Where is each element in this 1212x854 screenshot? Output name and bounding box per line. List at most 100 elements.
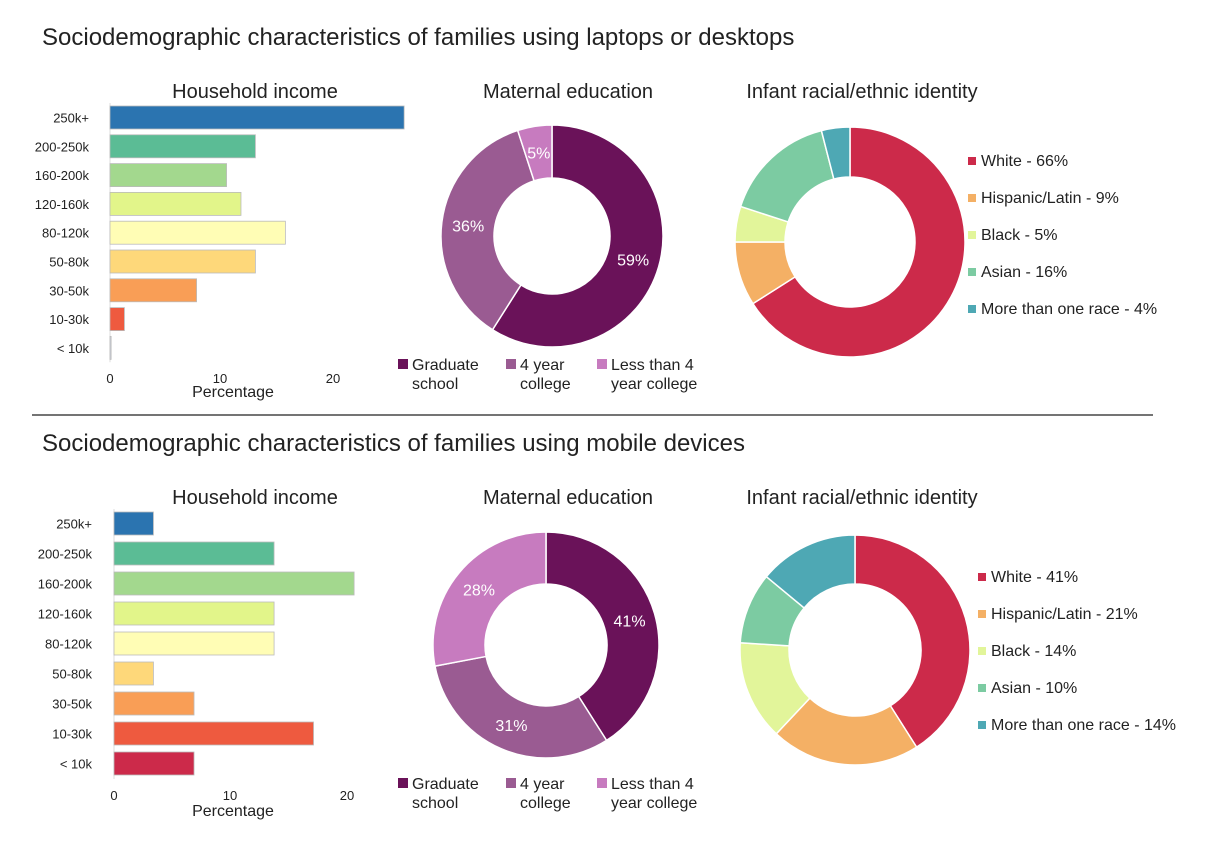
income-category-label: 50-80k [49,255,89,270]
income-bar-4 [109,220,286,245]
maternal-education-chart: Maternal education 59% 36% 5% Graduate school… [398,81,697,393]
ethnicity-legend-label: Asian - 16% [981,264,1067,281]
education-slice-label: 36% [452,218,484,235]
ethnicity-legend-swatch [978,573,986,581]
education-legend-line: college [520,376,571,393]
income-category-label: < 10k [57,341,90,356]
income-chart-title: Household income [172,487,338,509]
education-legend-label: 4 year college [520,357,571,393]
education-legend-swatch [597,778,607,788]
education-legend-line: school [412,376,458,393]
income-bar-4 [113,631,275,656]
income-bar-7 [109,307,125,332]
ethnicity-legend-swatch [968,157,976,165]
income-category-label: 120-160k [35,197,90,212]
education-legend-line: Less than 4 [611,776,694,793]
income-category-label: 250k+ [53,111,89,126]
education-slice-1 [434,655,608,759]
education-legend-label: Graduate school [412,776,479,812]
education-slice-2 [516,124,553,182]
income-category-label: 50-80k [52,667,92,682]
income-bar-3 [113,601,275,626]
education-legend-line: 4 year [520,776,565,793]
education-legend-swatch [506,359,516,369]
income-bar-0 [113,511,154,536]
ethnicity-chart-title: Infant racial/ethnic identity [746,81,977,103]
income-bar-chart: Household income 250k+ 200-250k 160-200k 120… [35,81,405,401]
income-category-label: 160-200k [35,168,90,183]
education-legend-line: Graduate [412,776,479,793]
ethnicity-slice-4 [765,534,856,609]
ethnicity-legend-label: Hispanic/Latin - 21% [991,606,1138,623]
ethnicity-slice-0 [751,126,966,358]
education-legend-swatch [597,359,607,369]
income-category-label: 10-30k [52,727,92,742]
income-category-label: < 10k [60,757,93,772]
education-legend-line: Graduate [412,357,479,374]
ethnicity-chart: Infant racial/ethnic identity White - 66%… [734,81,1157,358]
ethnicity-slice-3 [739,129,835,223]
ethnicity-legend-label: More than one race - 14% [991,717,1176,734]
ethnicity-legend-swatch [968,231,976,239]
education-slice-label: 28% [463,583,495,600]
income-bar-5 [109,249,256,274]
ethnicity-chart: Infant racial/ethnic identity White - 41%… [739,487,1176,766]
income-x-tick: 10 [223,788,237,803]
income-x-tick: 20 [340,788,354,803]
education-legend-line: school [412,795,458,812]
ethnicity-chart-title: Infant racial/ethnic identity [746,487,977,509]
income-bar-3 [109,191,242,216]
income-category-label: 30-50k [49,283,89,298]
income-category-label: 200-250k [35,139,90,154]
income-x-axis-label: Percentage [192,384,274,401]
education-legend-swatch [398,359,408,369]
education-slice-label: 5% [527,146,550,163]
income-category-label: 200-250k [38,547,93,562]
education-legend-swatch [506,778,516,788]
income-bar-8 [109,335,112,360]
ethnicity-legend-label: Black - 5% [981,227,1057,244]
income-category-label: 120-160k [38,607,93,622]
ethnicity-legend-swatch [968,268,976,276]
education-legend-line: 4 year [520,357,565,374]
education-legend-label: Less than 4 year college [611,357,697,393]
ethnicity-slice-0 [854,534,971,749]
ethnicity-legend-label: White - 66% [981,153,1068,170]
ethnicity-slice-4 [820,126,851,180]
section-laptops-desktops: Sociodemographic characteristics of fami… [35,24,1157,401]
education-legend-label: 4 year college [520,776,571,812]
income-bar-7 [113,721,314,746]
ethnicity-legend-label: More than one race - 4% [981,301,1157,318]
education-chart-title: Maternal education [483,81,653,103]
ethnicity-legend-swatch [968,305,976,313]
education-legend-line: Less than 4 [611,357,694,374]
income-x-tick: 0 [110,788,117,803]
income-bar-6 [113,691,195,716]
education-legend-line: year college [611,376,697,393]
ethnicity-legend-swatch [978,610,986,618]
income-x-tick: 20 [326,371,340,386]
ethnicity-legend-label: White - 41% [991,569,1078,586]
income-category-label: 10-30k [49,312,89,327]
income-chart-title: Household income [172,81,338,103]
ethnicity-legend-swatch [978,647,986,655]
income-bar-8 [113,751,195,776]
section-title: Sociodemographic characteristics of fami… [42,430,745,457]
education-slice-0 [491,124,664,348]
income-bar-5 [113,661,154,686]
income-category-label: 80-120k [42,226,89,241]
education-slice-1 [440,129,536,331]
income-category-label: 160-200k [38,577,93,592]
education-legend-label: Graduate school [412,357,479,393]
ethnicity-legend-label: Hispanic/Latin - 9% [981,190,1119,207]
income-bar-chart: Household income 250k+ 200-250k 160-200k 120… [38,487,355,820]
education-slice-0 [545,531,660,742]
income-bar-2 [109,163,227,188]
income-x-tick: 10 [213,371,227,386]
section-mobile-devices: Sociodemographic characteristics of fami… [38,430,1176,820]
income-bar-1 [109,134,256,159]
education-legend-label: Less than 4 year college [611,776,697,812]
income-bar-6 [109,278,197,303]
education-slice-2 [432,531,547,668]
